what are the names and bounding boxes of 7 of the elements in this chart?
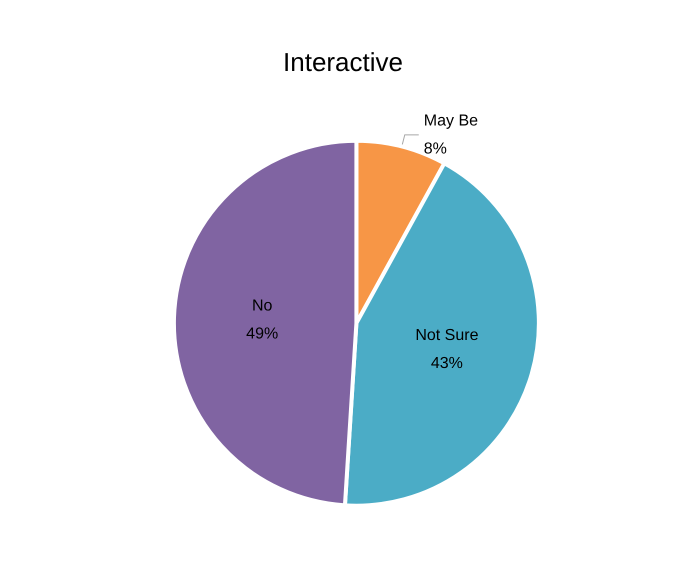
slice-label: No [252,298,273,315]
data-label: 43% [430,355,463,372]
slice-label: Not Sure [415,327,479,344]
data-label: 49% [246,326,278,343]
chart-title: Interactive [283,47,403,77]
slice-label: May Be [424,112,478,130]
data-label: 8% [424,140,447,158]
